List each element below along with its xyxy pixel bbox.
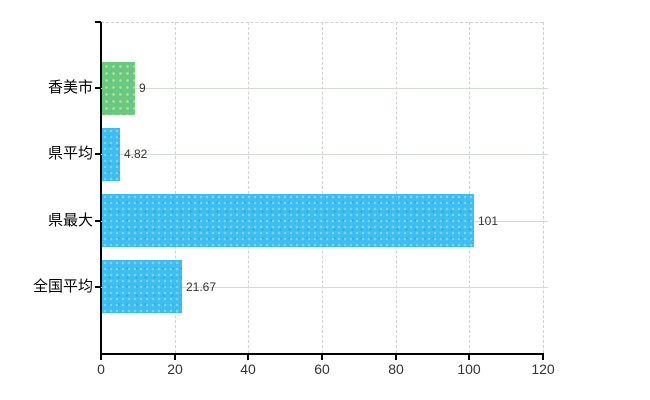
x-tick-label: 120 [531,361,555,377]
category-label: 県平均 [47,145,93,162]
gridline-horizontal [101,88,548,89]
gridline-vertical [469,22,470,353]
y-axis-tick [95,153,101,155]
x-axis-line [100,353,544,355]
x-tick-label: 40 [240,361,256,377]
x-tick-label: 60 [314,361,330,377]
gridline-vertical [248,22,249,353]
value-label: 21.67 [186,280,217,294]
gridline-vertical [175,22,176,353]
bar-全国平均 [102,260,182,313]
x-axis-tick [542,355,544,360]
category-label: 香美市 [47,79,93,96]
y-axis-end-tick [95,21,101,23]
category-label: 全国平均 [32,278,93,295]
y-axis-tick [95,286,101,288]
gridline-horizontal [101,287,548,288]
x-axis-tick [468,355,470,360]
bar-香美市 [102,62,135,115]
x-axis-tick [321,355,323,360]
value-label: 9 [139,81,146,95]
value-label: 101 [478,214,499,228]
category-label: 県最大 [47,212,93,229]
x-axis-tick [247,355,249,360]
x-axis-tick [174,355,176,360]
x-axis-tick [100,355,102,360]
x-tick-label: 0 [97,361,105,377]
y-axis-tick [95,220,101,222]
gridline-vertical [322,22,323,353]
gridline-vertical [396,22,397,353]
x-tick-label: 100 [457,361,481,377]
plot-border-right [543,22,544,353]
y-axis-tick [95,87,101,89]
bar-県平均 [102,128,120,181]
y-axis-line [100,22,102,354]
x-tick-label: 80 [388,361,404,377]
gridline-horizontal [101,154,548,155]
value-label: 4.82 [124,147,148,161]
bar-県最大 [102,194,474,247]
x-axis-tick [395,355,397,360]
x-tick-label: 20 [167,361,183,377]
